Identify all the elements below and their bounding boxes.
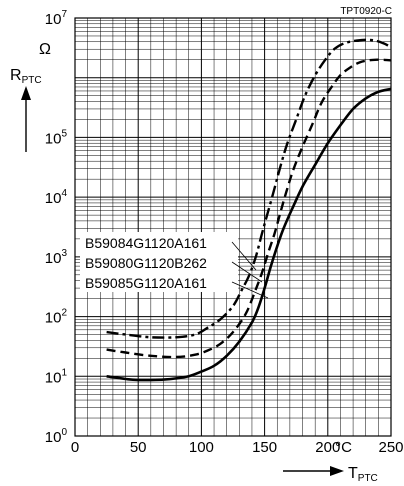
y-tick-label: 101 (45, 367, 68, 386)
y-tick-label-exp: 1 (61, 367, 67, 378)
x-tick-label: 100 (189, 439, 214, 456)
y-tick-label-base: 10 (45, 250, 62, 267)
x-tick-labels: 0 50 100 150 200 250 (71, 439, 404, 456)
legend-leader-1 (231, 241, 257, 271)
grid-minor (75, 18, 391, 436)
legend-entry-1: B59084G1120A161 (85, 235, 207, 251)
y-tick-label-base: 10 (45, 130, 62, 147)
y-axis-label-main: R (10, 67, 22, 84)
y-tick-label-exp: 3 (61, 248, 67, 259)
y-tick-label: 107 (45, 9, 68, 28)
y-tick-label: 103 (45, 248, 68, 267)
y-axis-label-sub: PTC (22, 75, 42, 86)
y-tick-label-exp: 5 (61, 128, 67, 139)
series-line-3 (106, 87, 392, 382)
plot-frame (74, 17, 392, 437)
y-tick-label-base: 10 (45, 310, 62, 327)
y-tick-label: 100 (45, 427, 68, 446)
y-axis-label: RPTC (10, 67, 42, 86)
y-tick-label-exp: 7 (61, 9, 67, 20)
y-tick-label-base: 10 (45, 429, 62, 446)
x-tick-label: 200 (315, 439, 340, 456)
y-axis-unit: Ω (39, 41, 51, 58)
y-tick-label-exp: 2 (61, 308, 67, 319)
x-axis-label: TPTC (348, 465, 378, 484)
y-tick-label-base: 10 (45, 369, 62, 386)
y-tick-label-base: 10 (45, 11, 62, 28)
legend-entry-2: B59080G1120B262 (85, 255, 207, 271)
y-tick-label: 104 (45, 188, 68, 207)
figure-code: TPT0920-C (340, 6, 392, 17)
y-tick-label-exp: 4 (61, 188, 67, 199)
legend-leader-2 (231, 261, 263, 283)
x-tick-label: 0 (71, 439, 79, 456)
series-line-1 (106, 38, 392, 339)
curves (106, 38, 392, 382)
x-axis-unit: °C (335, 439, 352, 456)
y-axis-arrow-head (21, 86, 31, 100)
grid-major (75, 18, 391, 436)
x-axis-label-main: T (348, 465, 358, 482)
y-tick-label: 102 (45, 308, 68, 327)
y-tick-label-exp: 0 (61, 427, 67, 438)
y-tick-label-base: 10 (45, 190, 62, 207)
legend-entry-3: B59085G1120A161 (85, 275, 207, 291)
x-axis-arrow-head (330, 466, 344, 476)
series-line-2 (106, 58, 392, 359)
legend: B59084G1120A161 B59080G1120B262 B59085G1… (80, 232, 269, 299)
x-tick-label: 150 (252, 439, 277, 456)
x-axis-label-sub: PTC (358, 473, 378, 484)
y-tick-label: 105 (45, 128, 68, 147)
x-tick-label: 250 (378, 439, 403, 456)
legend-box (80, 232, 238, 292)
legend-leader-3 (231, 281, 269, 299)
x-tick-label: 50 (130, 439, 147, 456)
